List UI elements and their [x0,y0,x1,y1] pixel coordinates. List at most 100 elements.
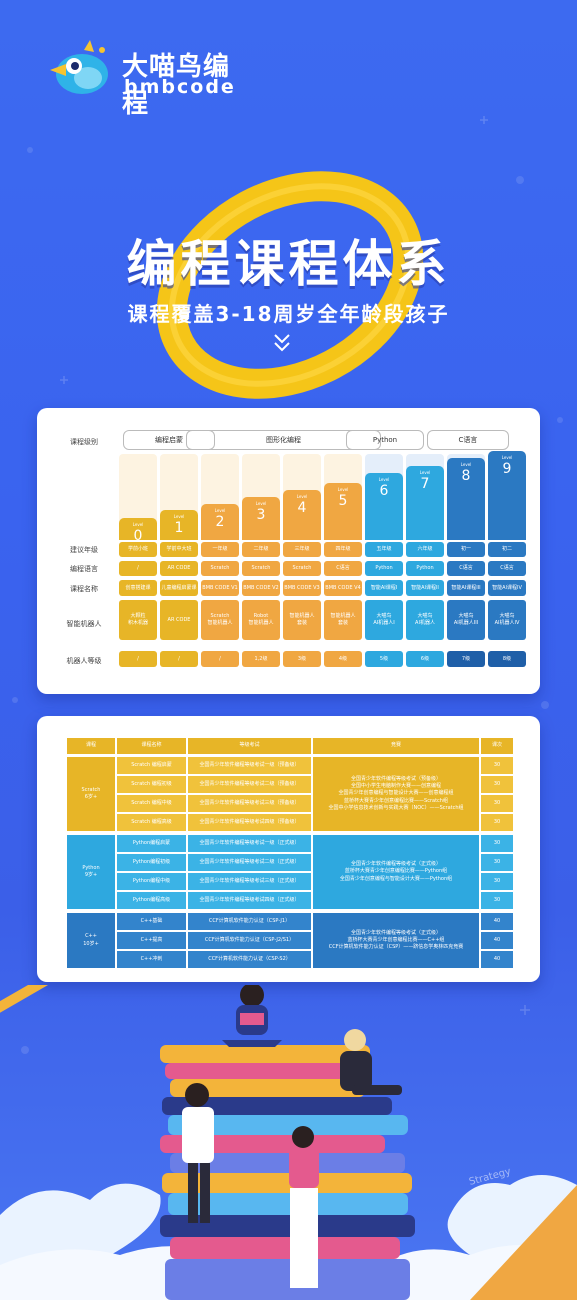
table-header-cell: 等级考试 [188,738,311,754]
level-column-1: Level 1 学前中大班 AR CODE 儿童编程启蒙课 AR CODE / [160,408,198,678]
level-cell-course: 智能AI课程IV [488,580,526,596]
level-cell-grade: 学前中大班 [160,542,198,557]
level-column-2: Level 2 一年级 Scratch BMB CODE V1 Scratch 智能机器人… [201,408,239,678]
level-caption: Level [460,462,472,467]
level-caption: Level [419,470,431,475]
sessions-cell: 30 [481,757,513,774]
level-column-7: Level 7 六年级 Python 智能AI课程II 大喵鸟 AI机器人 6级 [406,408,444,678]
level-number: 3 [256,507,266,523]
level-caption: Level [337,487,349,492]
sessions-cell: 30 [481,873,513,890]
track-cell: Scratch 6岁+ [67,757,115,831]
brand-name-cn: 大喵鸟编程 [122,52,231,119]
level-cell-robot: 大喵鸟 AI机器人I [365,600,403,640]
level-cell-course: BMB CODE V1 [201,580,239,596]
level-cell-robot: 大颗粒 积木机器 [119,600,157,640]
level-cell-grade: 二年级 [242,542,280,557]
row-label-grade: 建议年级 [70,546,98,554]
table-header-cell: 竞赛 [313,738,479,754]
level-caption: Level [214,508,226,513]
course-name-cell: Scratch 编程中级 [117,795,186,812]
level-number: 6 [379,483,389,499]
level-cell-robot: Robot 智能机器人 [242,600,280,640]
exam-cell: 全国青少年软件编程等级考试三级（预备级） [188,795,311,812]
course-name-cell: Scratch 编程高级 [117,814,186,831]
level-column-6: Level 6 五年级 Python 智能AI课程I 大喵鸟 AI机器人I 5级 [365,408,403,678]
level-bar[interactable]: Level 4 [283,490,321,540]
track-cell: Python 9岁+ [67,835,115,909]
level-bar[interactable]: Level 6 [365,473,403,540]
course-table-card: 课程 课程名称 等级考试 竞赛 课次 Scratch 6岁+ Scratch 编程启蒙 全国青… [37,716,540,982]
level-cell-robot-level: 8级 [488,651,526,667]
course-name-cell: Python编程高级 [117,892,186,909]
level-number: 0 [133,528,143,544]
course-name-cell: Scratch 编程启蒙 [117,757,186,774]
brand-logo[interactable]: 大喵鸟编程 bmbcode [44,40,254,119]
exam-cell: 全国青少年软件编程等级考试三级（正式级） [188,873,311,890]
page-subtitle: 课程覆盖3-18周岁全年龄段孩子 [127,302,450,326]
table-header-cell: 课程 [67,738,115,754]
row-label-language: 编程语言 [70,565,98,573]
course-name-cell: Scratch 编程初级 [117,776,186,793]
row-label-course: 课程名称 [70,585,98,593]
level-bar[interactable]: Level 1 [160,510,198,540]
course-name-cell: C++冲刺 [117,951,186,968]
level-cell-lang: Python [406,561,444,576]
level-number: 4 [297,500,307,516]
sessions-cell: 30 [481,892,513,909]
level-cell-robot-level: / [160,651,198,667]
level-cell-course: 创意搭建课 [119,580,157,596]
level-number: 5 [338,493,348,509]
level-cell-robot-level: / [201,651,239,667]
level-cell-grade: 初二 [488,542,526,557]
group-enlightenment: 编程启蒙 [123,430,215,450]
level-bar[interactable]: Level 2 [201,504,239,540]
exam-cell: 全国青少年软件编程等级考试四级（预备级） [188,814,311,831]
level-cell-course: 儿童编程启蒙课 [160,580,198,596]
row-label-robot-level: 机器人等级 [66,657,102,665]
level-bar[interactable]: Level 0 [119,518,157,544]
level-caption: Level [378,477,390,482]
sessions-cell: 40 [481,951,513,968]
track-cell: C++ 10岁+ [67,913,115,968]
level-cell-robot: 大喵鸟 AI机器人IV [488,600,526,640]
level-cell-lang: Python [365,561,403,576]
level-number: 8 [461,468,471,484]
level-bar[interactable]: Level 7 [406,466,444,540]
course-name-cell: Python编程启蒙 [117,835,186,852]
level-number: 2 [215,514,225,530]
level-caption: Level [255,501,267,506]
course-system-card: 课程级别 建议年级 编程语言 课程名称 智能机器人 机器人等级 编程启蒙 图形化… [37,408,540,694]
level-cell-lang: / [119,561,157,576]
sessions-cell: 30 [481,776,513,793]
level-cell-robot-level: 6级 [406,651,444,667]
exam-cell: 全国青少年软件编程等级考试一级（预备级） [188,757,311,774]
level-cell-course: 智能AI课程II [406,580,444,596]
level-cell-robot-level: / [119,651,157,667]
level-cell-robot: 大喵鸟 AI机器人 [406,600,444,640]
level-cell-lang: C语言 [488,561,526,576]
level-cell-course: BMB CODE V2 [242,580,280,596]
competition-cell: 全国青少年软件编程等级考试（正式级） 蓝桥杯大赛青少年创意编程比赛——Pytho… [313,835,479,909]
group-python: Python [346,430,424,450]
level-cell-lang: AR CODE [160,561,198,576]
level-cell-robot-level: 5级 [365,651,403,667]
sessions-cell: 30 [481,814,513,831]
level-bar[interactable]: Level 3 [242,497,280,540]
course-name-cell: Python编程初级 [117,854,186,871]
sessions-cell: 40 [481,932,513,949]
table-header-cell: 课次 [481,738,513,754]
level-bar[interactable]: Level 5 [324,483,362,540]
level-cell-robot: AR CODE [160,600,198,640]
chevron-down-icon [272,332,292,359]
level-bar[interactable]: Level 9 [488,451,526,540]
table-header-cell: 课程名称 [117,738,186,754]
level-cell-robot: 大喵鸟 AI机器人III [447,600,485,640]
level-column-3: Level 3 二年级 Scratch BMB CODE V2 Robot 智能机器人 1,… [242,408,280,678]
exam-cell: 全国青少年软件编程等级考试一级（正式级） [188,835,311,852]
level-bar[interactable]: Level 8 [447,458,485,540]
level-cell-grade: 四年级 [324,542,362,557]
level-cell-course: BMB CODE V4 [324,580,362,596]
level-cell-robot: 智能机器人 套装 [283,600,321,640]
page-title: 编程课程体系 [126,235,451,293]
